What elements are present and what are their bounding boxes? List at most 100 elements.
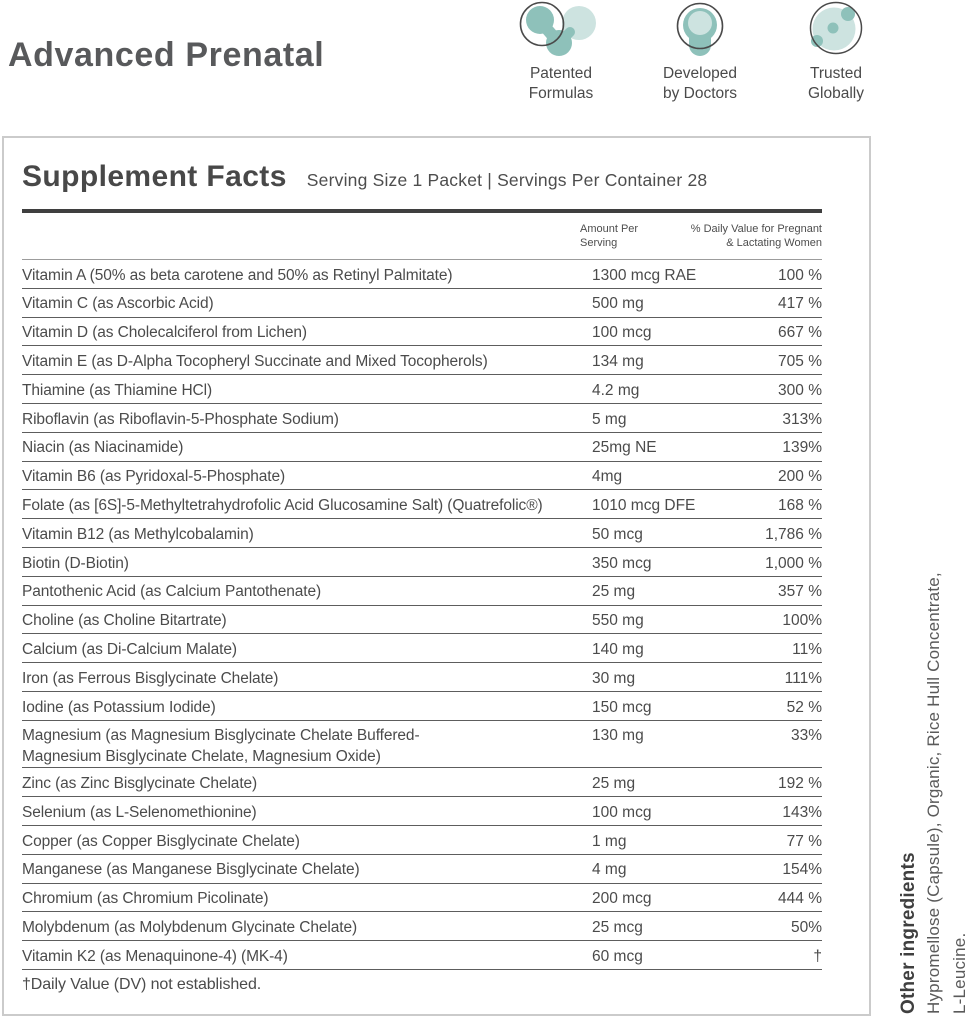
nutrient-name: Vitamin A (50% as beta carotene and 50% … xyxy=(22,266,453,284)
daily-value-footnote: †Daily Value (DV) not established. xyxy=(22,975,262,993)
nutrient-name: Zinc (as Zinc Bisglycinate Chelate) xyxy=(22,774,258,792)
table-row: Riboflavin (as Riboflavin-5-Phosphate So… xyxy=(22,404,822,433)
nutrient-name: Calcium (as Di-Calcium Malate) xyxy=(22,640,237,658)
nutrient-amount: 25 mg xyxy=(592,774,636,792)
nutrient-name: Riboflavin (as Riboflavin-5-Phosphate So… xyxy=(22,410,339,428)
other-ingredients-note: Other ingredients Hypromellose (Capsule)… xyxy=(896,456,976,1014)
nutrient-amount: 100 mcg xyxy=(592,324,652,342)
nutrient-amount: 50 mcg xyxy=(592,525,643,543)
badge-label: Patented Formulas xyxy=(528,65,594,102)
badge-developed-by-doctors: Developed by Doctors xyxy=(638,0,762,104)
nutrient-daily-value: 111% xyxy=(784,669,822,687)
nutrient-name: Vitamin B6 (as Pyridoxal-5-Phosphate) xyxy=(22,468,286,486)
table-row: Magnesium (as Magnesium Bisglycinate Che… xyxy=(22,721,822,769)
globe-icon xyxy=(784,0,888,58)
nutrient-daily-value: 52 % xyxy=(786,698,822,716)
nutrient-name: Niacin (as Niacinamide) xyxy=(22,439,184,457)
table-row: Manganese (as Manganese Bisglycinate Che… xyxy=(22,855,822,884)
nutrient-daily-value: 33% xyxy=(790,727,822,745)
nutrient-name: Chromium (as Chromium Picolinate) xyxy=(22,890,269,908)
nutrient-amount: 5 mg xyxy=(592,410,627,428)
other-ingredients-line1: Hypromellose (Capsule), Organic, Rice Hu… xyxy=(924,572,943,1014)
nutrient-name: Biotin (D-Biotin) xyxy=(22,554,129,572)
column-headers: Amount Per Serving % Daily Value for Pre… xyxy=(22,222,822,252)
nutrient-name: Magnesium (as Magnesium Bisglycinate Che… xyxy=(22,727,420,766)
column-header-amount: Amount Per Serving xyxy=(580,222,638,250)
nutrient-name: Selenium (as L-Selenomethionine) xyxy=(22,803,257,821)
supplement-facts-panel: Supplement Facts Serving Size 1 Packet |… xyxy=(2,136,871,1016)
table-row: Pantothenic Acid (as Calcium Pantothenat… xyxy=(22,577,822,606)
nutrient-daily-value: 11% xyxy=(792,640,822,658)
nutrient-amount: 60 mcg xyxy=(592,947,643,965)
nutrient-name: Iron (as Ferrous Bisglycinate Chelate) xyxy=(22,669,279,687)
table-row: Molybdenum (as Molybdenum Glycinate Chel… xyxy=(22,912,822,942)
table-row: Vitamin B12 (as Methylcobalamin) 50 mcg 1,… xyxy=(22,519,822,548)
nutrient-amount: 200 mcg xyxy=(592,890,652,908)
nutrient-name: Folate (as [6S]-5-Methyltetrahydrofolic … xyxy=(22,496,543,514)
nutrient-amount: 134 mg xyxy=(592,352,644,370)
title-rule xyxy=(22,209,822,213)
nutrient-amount: 350 mcg xyxy=(592,554,652,572)
nutrient-daily-value: 192 % xyxy=(778,774,822,792)
nutrient-daily-value: 100 % xyxy=(778,266,822,284)
nutrient-daily-value: 444 % xyxy=(778,890,822,908)
serving-info: Serving Size 1 Packet | Servings Per Con… xyxy=(306,170,708,190)
nutrient-name: Vitamin E (as D-Alpha Tocopheryl Succina… xyxy=(22,352,488,370)
nutrient-daily-value: 1,000 % xyxy=(765,554,822,572)
badge-label: Developed by Doctors xyxy=(662,65,738,102)
badge-label: Trusted Globally xyxy=(808,65,864,102)
table-row: Vitamin K2 (as Menaquinone-4) (MK-4) 60 m… xyxy=(22,941,822,970)
nutrient-amount: 25 mcg xyxy=(592,918,643,936)
table-row: Chromium (as Chromium Picolinate) 200 mcg… xyxy=(22,884,822,913)
nutrient-amount: 150 mcg xyxy=(592,698,652,716)
nutrient-amount: 1010 mcg DFE xyxy=(592,496,696,514)
table-row: Vitamin D (as Cholecalciferol from Liche… xyxy=(22,318,822,347)
other-ingredients-line2: L-Leucine. xyxy=(950,932,969,1014)
column-header-dv-line1: % Daily Value for Pregnant xyxy=(690,223,822,235)
nutrient-name: Copper (as Copper Bisglycinate Chelate) xyxy=(22,832,300,850)
molecule-icon xyxy=(509,0,613,58)
nutrient-daily-value: 100% xyxy=(782,612,822,630)
nutrient-amount: 100 mcg xyxy=(592,803,652,821)
nutrient-daily-value: 143% xyxy=(782,803,822,821)
nutrient-amount: 4.2 mg xyxy=(592,381,640,399)
nutrient-name: Iodine (as Potassium Iodide) xyxy=(22,698,216,716)
nutrient-daily-value: 667 % xyxy=(778,324,822,342)
nutrient-daily-value: 200 % xyxy=(778,468,822,486)
nutrient-amount: 4 mg xyxy=(592,861,627,879)
nutrient-daily-value: 139% xyxy=(782,439,822,457)
nutrient-daily-value: 300 % xyxy=(778,381,822,399)
table-row: Thiamine (as Thiamine HCl) 4.2 mg 300 % xyxy=(22,375,822,404)
nutrient-name: Vitamin K2 (as Menaquinone-4) (MK-4) xyxy=(22,947,288,965)
nutrient-amount: 550 mg xyxy=(592,612,644,630)
nutrient-daily-value: 1,786 % xyxy=(765,525,822,543)
nutrient-daily-value: 77 % xyxy=(786,832,822,850)
nutrient-name: Molybdenum (as Molybdenum Glycinate Chel… xyxy=(22,918,358,936)
nutrient-amount: 140 mg xyxy=(592,640,644,658)
nutrient-daily-value: † xyxy=(813,947,822,965)
badge-patented-formulas: Patented Formulas xyxy=(499,0,623,104)
table-row: Copper (as Copper Bisglycinate Chelate) 1… xyxy=(22,826,822,855)
table-row: Calcium (as Di-Calcium Malate) 140 mg 11% xyxy=(22,634,822,664)
nutrient-amount: 1300 mcg RAE xyxy=(592,266,697,284)
nutrient-name: Vitamin C (as Ascorbic Acid) xyxy=(22,295,214,313)
supplement-table-body: Vitamin A (50% as beta carotene and 50% … xyxy=(22,260,822,970)
nutrient-name: Pantothenic Acid (as Calcium Pantothenat… xyxy=(22,583,322,601)
badge-trusted-globally: Trusted Globally xyxy=(774,0,898,104)
nutrient-amount: 4mg xyxy=(592,468,623,486)
nutrient-name: Thiamine (as Thiamine HCl) xyxy=(22,381,213,399)
nutrient-amount: 1 mg xyxy=(592,832,627,850)
table-row: Vitamin E (as D-Alpha Tocopheryl Succina… xyxy=(22,346,822,376)
table-row: Zinc (as Zinc Bisglycinate Chelate) 25 mg… xyxy=(22,768,822,798)
table-row: Selenium (as L-Selenomethionine) 100 mcg 1… xyxy=(22,797,822,826)
nutrient-name: Choline (as Choline Bitartrate) xyxy=(22,612,227,630)
table-row: Biotin (D-Biotin) 350 mcg 1,000 % xyxy=(22,548,822,577)
column-header-dv-line2: & Lactating Women xyxy=(726,237,822,249)
nutrient-daily-value: 705 % xyxy=(778,352,822,370)
doctor-icon xyxy=(648,0,752,58)
column-header-amount-line2: Serving xyxy=(580,237,618,249)
page-title: Advanced Prenatal xyxy=(8,36,325,74)
panel-title: Supplement Facts xyxy=(22,160,287,193)
nutrient-amount: 25 mg xyxy=(592,583,636,601)
nutrient-daily-value: 357 % xyxy=(778,583,822,601)
